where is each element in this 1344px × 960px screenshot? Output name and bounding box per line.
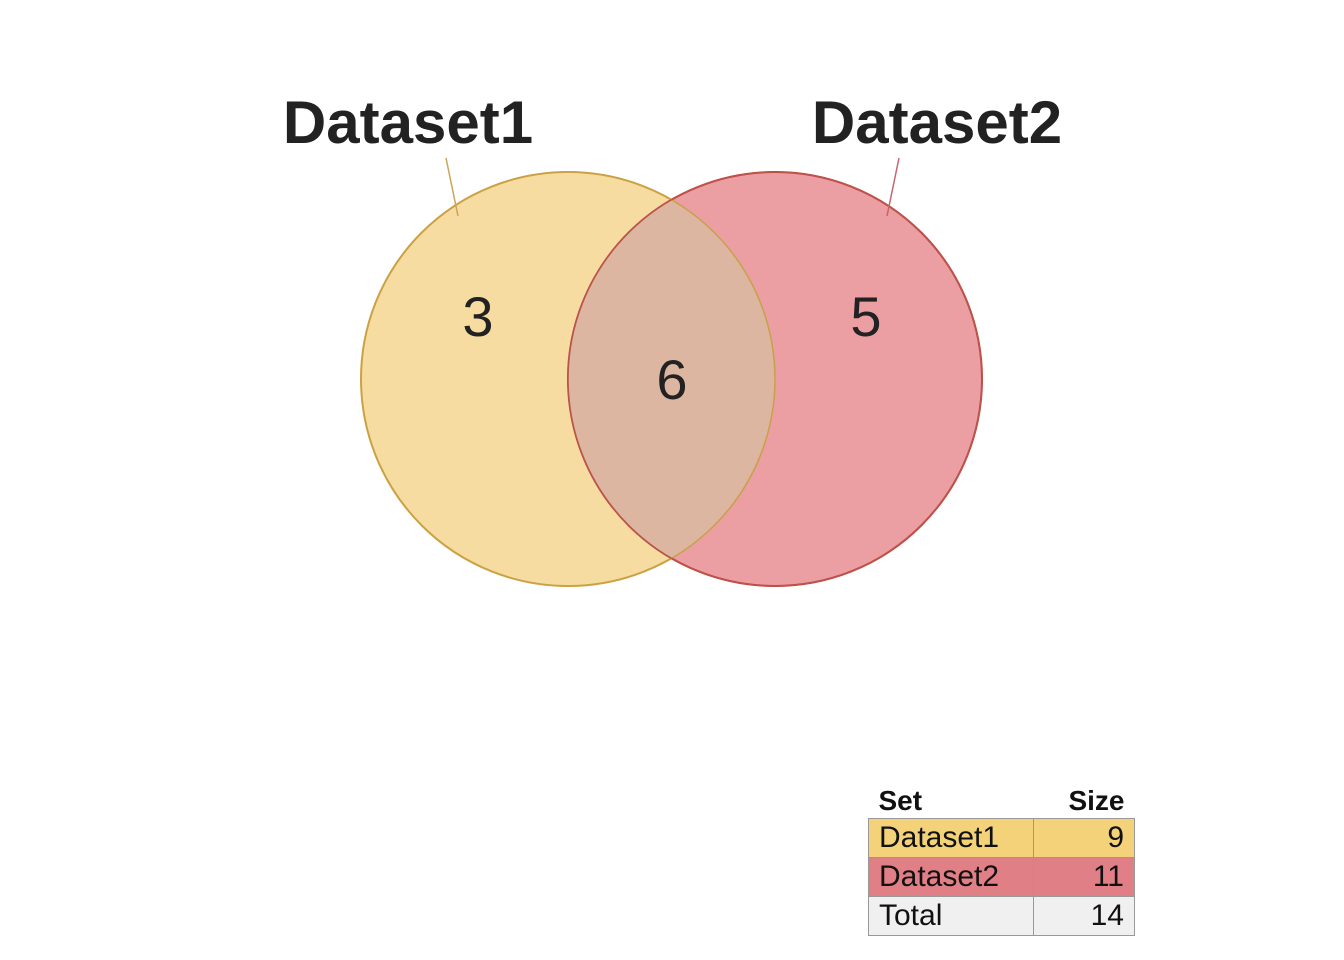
leader-line-dataset2 (886, 157, 900, 217)
region-count-dataset2-only: 5 (850, 285, 881, 348)
region-count-dataset1-only: 3 (462, 285, 493, 348)
set-outline-dataset2 (567, 171, 983, 587)
table-row-total: Total 14 (868, 896, 1135, 936)
table-header-row: Set Size (869, 780, 1135, 819)
set-outline-dataset1 (360, 171, 776, 587)
row-value: 9 (1033, 818, 1135, 858)
row-label: Total (868, 896, 1034, 936)
row-label: Dataset1 (868, 818, 1034, 858)
set-title-dataset2: Dataset2 (812, 89, 1062, 156)
table-row-dataset2: Dataset2 11 (868, 857, 1135, 897)
set-title-dataset1: Dataset1 (283, 89, 533, 156)
table-row-dataset1: Dataset1 9 (868, 818, 1135, 858)
leader-line-dataset1 (445, 157, 459, 217)
set-size-table: Set Size Dataset1 9 Dataset2 11 Total 14 (868, 780, 1135, 936)
intersection-region (568, 172, 775, 586)
header-set: Set (878, 785, 923, 816)
row-value: 14 (1033, 896, 1135, 936)
row-value: 11 (1033, 857, 1135, 897)
region-count-intersection: 6 (656, 348, 687, 411)
header-size: Size (1068, 785, 1125, 816)
row-label: Dataset2 (868, 857, 1034, 897)
